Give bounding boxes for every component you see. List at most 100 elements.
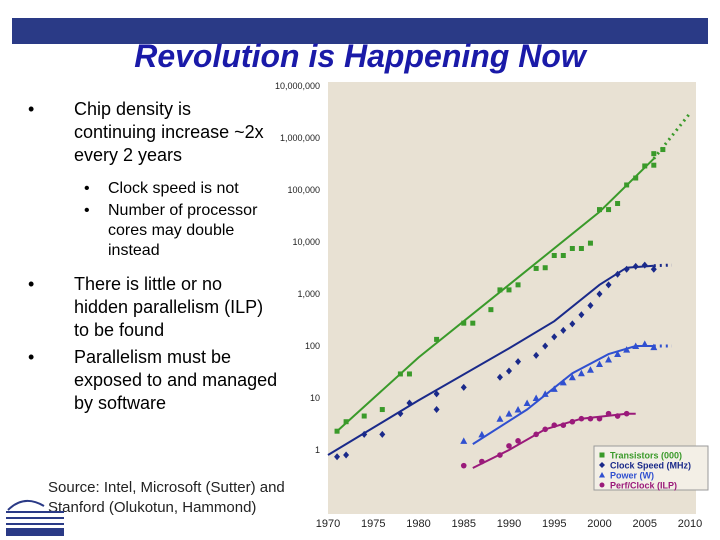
power-point <box>496 415 504 422</box>
title-bar <box>12 18 708 44</box>
power-point <box>650 343 658 351</box>
clock-point <box>361 430 368 438</box>
transistors-point <box>651 162 657 168</box>
clock-point <box>569 320 576 328</box>
y-tick-label: 100 <box>305 341 320 351</box>
clock-point <box>632 262 639 270</box>
power-point <box>478 430 486 438</box>
x-tick-label: 1990 <box>497 518 521 530</box>
bullet-dot-icon: • <box>84 180 90 197</box>
power-point <box>614 350 622 358</box>
clock-point <box>623 265 630 273</box>
transistors-point <box>606 207 612 213</box>
transistors-point <box>434 336 440 342</box>
clock-point <box>614 270 621 278</box>
perfclock-point <box>587 415 594 422</box>
sub-bullet-clock-speed: • Clock speed is not <box>28 179 278 199</box>
transistors-point <box>470 320 476 326</box>
perfclock-point <box>605 410 612 417</box>
legend-marker <box>599 472 605 478</box>
power-point <box>541 390 549 397</box>
transistors-point <box>379 407 385 413</box>
clock-point <box>460 383 467 391</box>
clock-point <box>641 261 648 269</box>
bullet-dot-icon: • <box>28 99 35 119</box>
transistors-point <box>660 147 666 153</box>
clock-point <box>406 399 413 407</box>
bullet-parallelism: • Parallelism must be exposed to and man… <box>28 346 278 415</box>
clock-point <box>433 390 440 398</box>
legend-label: Power (W) <box>610 471 654 481</box>
bullet-text: Clock speed is not <box>108 180 239 197</box>
transistors-trend-line <box>336 157 655 432</box>
clock-point <box>397 410 404 418</box>
power-point <box>586 366 594 373</box>
clock-point <box>596 290 603 298</box>
power-point <box>632 342 640 349</box>
transistors-point <box>497 287 503 293</box>
power-point <box>550 385 558 392</box>
transistors-point <box>551 253 557 259</box>
slide-title: Revolution is Happening Now <box>134 38 586 74</box>
bullet-chip-density: • Chip density is continuing increase ~2… <box>28 98 278 167</box>
transistors-point <box>587 240 593 246</box>
bullet-list: • Chip density is continuing increase ~2… <box>28 98 278 427</box>
y-tick-label: 1,000,000 <box>280 133 320 143</box>
perfclock-point <box>551 422 558 428</box>
legend-marker <box>599 452 605 458</box>
bullet-text: Number of processor cores may double ins… <box>108 202 258 259</box>
x-tick-label: 2000 <box>587 518 611 530</box>
source-citation: Source: Intel, Microsoft (Sutter) and St… <box>48 479 285 516</box>
clock-point <box>560 326 567 334</box>
transistors-point <box>334 428 340 434</box>
transistors-point <box>615 201 621 207</box>
transistors-point <box>651 151 657 157</box>
power-point <box>568 373 576 381</box>
transistors-point <box>406 371 412 377</box>
transistors-point <box>533 265 539 271</box>
transistors-point <box>597 207 602 213</box>
transistors-point <box>560 253 566 259</box>
x-tick-label: 1985 <box>452 518 476 530</box>
clock-point <box>605 281 612 289</box>
x-tick-label: 2010 <box>678 518 702 530</box>
perfclock-point <box>569 418 576 425</box>
moores-law-chart: 1 10 100 1,000 10,000 100,000 1,000,000 10,000,… <box>275 81 709 530</box>
bullet-text: Parallelism must be exposed to and manag… <box>74 347 278 413</box>
clock-point <box>650 265 657 273</box>
perfclock-point <box>623 410 630 417</box>
perfclock-point <box>460 462 467 469</box>
power-point <box>505 410 513 417</box>
transistors-point <box>397 371 403 377</box>
clock-point <box>587 302 594 310</box>
y-tick-label: 100,000 <box>287 185 320 195</box>
legend-box <box>593 445 709 491</box>
power-point <box>623 346 631 353</box>
clock-point <box>343 451 350 459</box>
power-trend-line <box>472 345 654 445</box>
legend-label: Transistors (000) <box>610 451 682 461</box>
bullet-dot-icon: • <box>28 274 35 294</box>
transistors-point <box>506 287 512 293</box>
power-point <box>596 360 603 368</box>
legend-label: Perf/Clock (ILP) <box>610 481 677 491</box>
power-point <box>559 378 567 386</box>
clock-point <box>578 311 585 319</box>
clock-point <box>515 358 522 366</box>
transistors-point <box>642 163 648 169</box>
power-point <box>514 406 522 413</box>
power-point <box>577 369 585 377</box>
perfclock-point <box>542 426 548 433</box>
perfclock-point <box>515 438 521 444</box>
x-tick-label: 1975 <box>361 518 385 530</box>
perfclock-point <box>614 413 621 419</box>
power-point <box>605 356 613 363</box>
y-tick-label: 10,000 <box>292 237 320 247</box>
perfclock-point <box>560 422 567 428</box>
x-tick-label: 1970 <box>316 518 340 530</box>
legend-label: Clock Speed (MHz) <box>610 461 691 471</box>
transistors-point <box>624 182 630 188</box>
transistors-point <box>343 419 349 425</box>
y-tick-label: 10 <box>310 393 320 403</box>
power-point <box>641 340 649 347</box>
